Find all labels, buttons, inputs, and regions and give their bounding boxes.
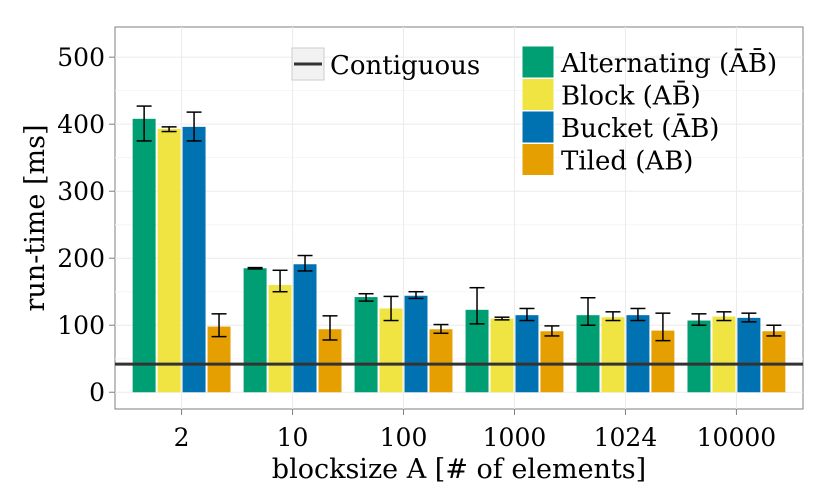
bar bbox=[576, 315, 600, 393]
error-bars bbox=[136, 105, 782, 342]
legend-series: Alternating (ĀB̄)Block (AB̄)Bucket (ĀB)T… bbox=[521, 45, 777, 177]
bar bbox=[243, 268, 267, 393]
y-tick-label: 300 bbox=[57, 177, 105, 206]
y-tick-label: 400 bbox=[57, 110, 105, 139]
x-tick-label: 1000 bbox=[483, 423, 547, 452]
bar bbox=[293, 264, 317, 393]
x-tick-label: 2 bbox=[174, 423, 190, 452]
x-tick-label: 100 bbox=[380, 423, 428, 452]
x-tick-label: 10000 bbox=[697, 423, 777, 452]
x-tick-label: 1024 bbox=[594, 423, 658, 452]
legend-swatch bbox=[521, 110, 555, 144]
bar bbox=[429, 329, 453, 393]
x-axis-title: blocksize A [# of elements] bbox=[272, 454, 646, 485]
y-axis-title: run-time [ms] bbox=[20, 125, 51, 312]
legend-item: Alternating (ĀB̄) bbox=[521, 45, 777, 79]
bar bbox=[354, 297, 378, 393]
x-tick-label: 10 bbox=[277, 423, 309, 452]
y-tick-label: 0 bbox=[89, 378, 105, 407]
x-axis: 2 10 100 1000 1024 10000 bbox=[174, 409, 777, 452]
bar bbox=[490, 318, 514, 393]
bar bbox=[712, 316, 736, 393]
legend-swatch bbox=[521, 143, 555, 176]
bar bbox=[737, 317, 761, 393]
legend-label: Tiled (AB) bbox=[561, 147, 693, 177]
legend-label: Alternating (ĀB̄) bbox=[560, 47, 777, 79]
bars bbox=[132, 118, 786, 393]
bar bbox=[540, 331, 564, 393]
y-axis: 0 100 200 300 400 500 bbox=[57, 43, 115, 407]
legend-label-contiguous: Contiguous bbox=[330, 51, 480, 81]
legend-label: Bucket (ĀB) bbox=[561, 113, 719, 144]
bar bbox=[601, 317, 625, 393]
legend-item-contiguous: Contiguous bbox=[291, 47, 480, 81]
bar bbox=[132, 118, 156, 393]
bar bbox=[762, 331, 786, 393]
bar bbox=[465, 309, 489, 393]
legend-swatch bbox=[521, 45, 555, 79]
legend-item: Tiled (AB) bbox=[521, 143, 693, 177]
bar bbox=[515, 315, 539, 393]
bar bbox=[268, 285, 292, 393]
legend-item: Block (AB̄) bbox=[521, 78, 701, 112]
bar bbox=[157, 128, 181, 393]
legend-swatch bbox=[521, 78, 555, 111]
legend: Contiguous Alternating (ĀB̄)Block (AB̄)B… bbox=[291, 45, 777, 177]
bar bbox=[687, 320, 711, 393]
bar bbox=[626, 315, 650, 393]
bar bbox=[182, 126, 206, 393]
bar bbox=[379, 308, 403, 393]
y-tick-label: 500 bbox=[57, 43, 105, 72]
y-tick-label: 200 bbox=[57, 244, 105, 273]
bar bbox=[318, 329, 342, 393]
legend-label: Block (AB̄) bbox=[561, 80, 701, 112]
bar bbox=[404, 295, 428, 393]
bar bbox=[207, 326, 231, 393]
bar bbox=[651, 330, 675, 393]
legend-item: Bucket (ĀB) bbox=[521, 110, 719, 144]
y-tick-label: 100 bbox=[57, 311, 105, 340]
